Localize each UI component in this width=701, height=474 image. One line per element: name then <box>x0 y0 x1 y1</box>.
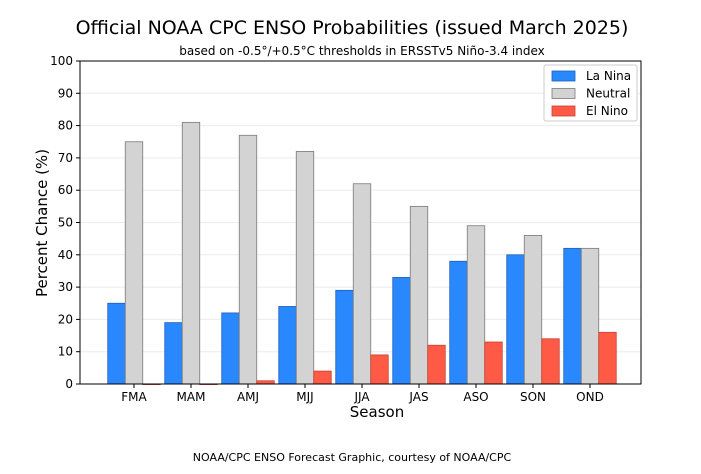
y-tick-label: 50 <box>58 216 73 230</box>
bar-la-nina-aso <box>449 260 468 385</box>
bar-neutral-amj <box>238 134 258 385</box>
bar-el-nino-jas <box>427 344 446 385</box>
bar-neutral-mjj <box>295 151 315 385</box>
legend-swatch <box>551 70 576 82</box>
y-tick-label: 40 <box>58 248 73 262</box>
x-tick-label: JJA <box>353 390 370 404</box>
bar-neutral-son <box>523 235 543 385</box>
bar-la-nina-jja <box>335 289 354 385</box>
x-tick-label: SON <box>520 390 546 404</box>
bar-neutral-ond <box>580 247 600 385</box>
bar-la-nina-mjj <box>278 306 297 385</box>
bar-el-nino-ond <box>598 331 617 385</box>
bars <box>107 121 617 386</box>
x-tick-label: ASO <box>463 390 488 404</box>
x-tick-label: MJJ <box>296 390 313 404</box>
chart-subtitle: based on -0.5°/+0.5°C thresholds in ERSS… <box>179 44 545 58</box>
y-tick-label: 10 <box>58 345 73 359</box>
x-tick-label: JAS <box>408 390 428 404</box>
bar-la-nina-son <box>506 254 525 385</box>
legend: La Nina Neutral El Nino <box>543 64 638 122</box>
bar-el-nino-mjj <box>313 370 332 385</box>
y-tick-label: 100 <box>50 54 73 68</box>
x-tick-label: FMA <box>121 390 147 404</box>
y-tick-label: 20 <box>58 312 73 326</box>
legend-swatch <box>551 88 576 99</box>
x-axis-label: Season <box>350 403 404 421</box>
credit-line: NOAA/CPC ENSO Forecast Graphic, courtesy… <box>193 451 512 464</box>
x-tick-label: AMJ <box>237 390 259 404</box>
bar-la-nina-fma <box>107 302 126 385</box>
legend-label: La Nina <box>586 69 631 83</box>
bar-el-nino-aso <box>484 341 503 385</box>
bar-neutral-aso <box>466 225 486 385</box>
bar-la-nina-amj <box>221 312 240 385</box>
bar-la-nina-jas <box>392 277 411 385</box>
y-axis-ticks: 0 10 20 30 40 50 60 70 80 90 100 <box>50 54 80 391</box>
x-tick-label: OND <box>576 390 604 404</box>
legend-label: El Nino <box>586 104 628 118</box>
bar-neutral-jja <box>352 183 372 385</box>
y-tick-label: 70 <box>58 151 73 165</box>
x-tick-label: MAM <box>177 390 206 404</box>
bar-la-nina-ond <box>563 247 582 385</box>
y-tick-label: 60 <box>58 183 73 197</box>
bar-la-nina-mam <box>164 322 183 385</box>
y-tick-label: 90 <box>58 86 73 100</box>
bar-el-nino-jja <box>370 354 389 385</box>
bar-el-nino-son <box>541 338 560 385</box>
legend-swatch <box>551 105 576 117</box>
bar-neutral-fma <box>124 141 144 385</box>
chart-title: Official NOAA CPC ENSO Probabilities (is… <box>76 17 629 39</box>
bar-neutral-jas <box>409 205 429 385</box>
legend-label: Neutral <box>586 87 630 101</box>
y-tick-label: 0 <box>65 377 73 391</box>
y-tick-label: 80 <box>58 119 73 133</box>
y-tick-label: 30 <box>58 280 73 294</box>
x-axis-ticks: FMA MAM AMJ MJJ JJA JAS ASO SON OND <box>121 384 604 404</box>
bar-neutral-mam <box>181 121 201 385</box>
y-axis-label: Percent Chance (%) <box>33 149 51 297</box>
